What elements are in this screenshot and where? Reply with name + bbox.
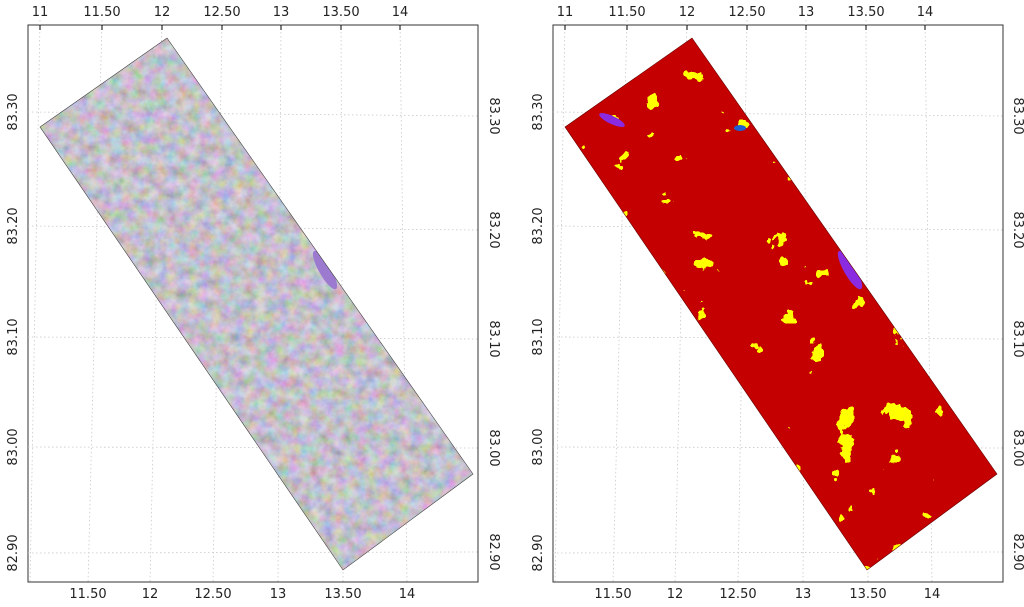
right-right-axis-labels: 83.30 83.20 83.10 83.00 82.90: [1010, 97, 1024, 570]
longitude-tick-label: 11.50: [608, 5, 645, 20]
latitude-tick-label: 83.00: [6, 428, 21, 465]
longitude-tick-label: 14: [924, 587, 941, 602]
longitude-tick-label: 14: [399, 587, 416, 602]
left-left-axis-labels: 83.30 83.20 83.10 83.00 82.90: [6, 93, 21, 571]
longitude-tick-label: 13: [798, 5, 815, 20]
longitude-tick-label: 11.50: [83, 5, 120, 20]
left-top-ticks: [39, 25, 401, 30]
lake-shape: [312, 250, 338, 290]
longitude-tick-label: 13.50: [322, 5, 359, 20]
left-satellite-image: [40, 38, 473, 570]
right-swath-outline: [564, 37, 998, 571]
latitude-tick-label: 83.30: [1010, 97, 1024, 134]
right-left-axis-labels: 83.30 83.20 83.10 83.00 82.90: [531, 93, 546, 571]
left-swath-outline: [39, 37, 474, 571]
latitude-tick-label: 83.20: [531, 207, 546, 244]
longitude-tick-label: 14: [917, 5, 934, 20]
right-map-panel: 11 11.50 12 12.50 13 13.50 14 11.50 12 12.50 13 13…: [531, 5, 1024, 602]
longitude-tick-label: 13.50: [847, 5, 884, 20]
latitude-tick-label: 83.20: [1010, 211, 1024, 248]
left-bottom-axis-labels: 11.50 12 12.50 13 13.50 14: [69, 587, 415, 602]
latitude-tick-label: 83.30: [531, 93, 546, 130]
right-map-frame: [552, 24, 1004, 583]
longitude-tick-label: 12.50: [719, 587, 756, 602]
longitude-tick-label: 13: [270, 587, 287, 602]
latitude-tick-label: 82.90: [6, 534, 21, 571]
right-bottom-axis-labels: 11.50 12 12.50 13 13.50 14: [594, 587, 940, 602]
left-map-panel: 11 11.50 12 12.50 13 13.50 14 11.50 12 12.50 13 13…: [6, 5, 501, 602]
right-top-axis-labels: 11 11.50 12 12.50 13 13.50 14: [557, 5, 934, 20]
latitude-tick-label: 82.90: [1010, 533, 1024, 570]
latitude-tick-label: 83.30: [6, 93, 21, 130]
latitude-tick-label: 83.30: [486, 97, 501, 134]
longitude-tick-label: 11: [32, 5, 49, 20]
latitude-tick-label: 83.10: [1010, 320, 1024, 357]
left-right-axis-labels: 83.30 83.20 83.10 83.00 82.90: [486, 97, 501, 570]
latitude-tick-label: 83.00: [1010, 429, 1024, 466]
longitude-tick-label: 13.50: [849, 587, 886, 602]
class-water-lake: [837, 250, 863, 290]
latitude-tick-label: 83.10: [486, 320, 501, 357]
longitude-tick-label: 12: [154, 5, 171, 20]
longitude-tick-label: 12.50: [203, 5, 240, 20]
class-water-north: [599, 113, 625, 127]
latitude-tick-label: 83.00: [486, 429, 501, 466]
longitude-tick-label: 11.50: [69, 587, 106, 602]
longitude-tick-label: 13: [273, 5, 290, 20]
latitude-tick-label: 83.20: [6, 207, 21, 244]
longitude-tick-label: 12.50: [194, 587, 231, 602]
latitude-tick-label: 83.20: [486, 211, 501, 248]
longitude-tick-label: 14: [392, 5, 409, 20]
longitude-tick-label: 12: [679, 5, 696, 20]
latitude-tick-label: 83.00: [531, 428, 546, 465]
longitude-tick-label: 11.50: [594, 587, 631, 602]
left-top-axis-labels: 11 11.50 12 12.50 13 13.50 14: [32, 5, 409, 20]
longitude-tick-label: 12.50: [728, 5, 765, 20]
latitude-tick-label: 82.90: [486, 533, 501, 570]
latitude-tick-label: 82.90: [531, 534, 546, 571]
left-map-frame: [27, 24, 479, 583]
latitude-tick-label: 83.10: [6, 318, 21, 355]
longitude-tick-label: 12: [667, 587, 684, 602]
right-top-ticks: [564, 25, 926, 30]
class-blue-patch: [734, 125, 746, 131]
longitude-tick-label: 13.50: [324, 587, 361, 602]
longitude-tick-label: 12: [142, 587, 159, 602]
longitude-tick-label: 11: [557, 5, 574, 20]
right-classification-image: [565, 38, 997, 570]
latitude-tick-label: 83.10: [531, 318, 546, 355]
longitude-tick-label: 13: [795, 587, 812, 602]
